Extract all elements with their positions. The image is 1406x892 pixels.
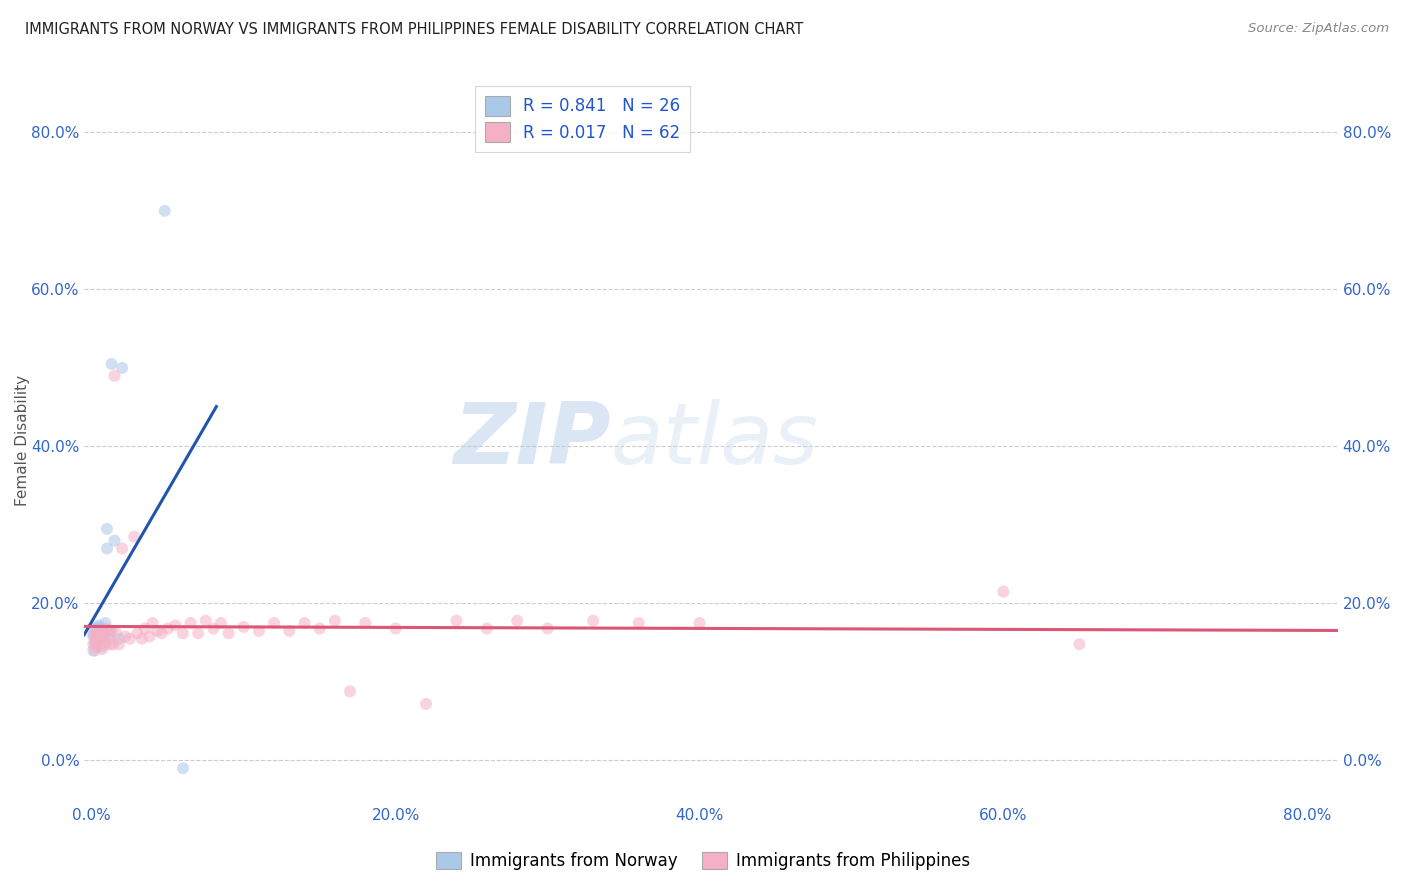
Point: [506, 614, 529, 628]
Y-axis label: Female Disability: Female Disability: [15, 375, 30, 506]
Point: [153, 203, 176, 218]
Point: [582, 614, 605, 628]
Point: [993, 584, 1015, 599]
Point: [90, 640, 112, 654]
Point: [446, 614, 468, 628]
Point: [689, 615, 711, 630]
Point: [103, 533, 125, 548]
Point: [187, 626, 209, 640]
Point: [86, 640, 108, 654]
Point: [415, 697, 437, 711]
Point: [97, 624, 120, 638]
Point: [98, 626, 121, 640]
Point: [101, 637, 124, 651]
Point: [218, 626, 240, 640]
Point: [96, 541, 118, 556]
Point: [82, 637, 104, 651]
Point: [114, 629, 136, 643]
Point: [142, 615, 165, 630]
Point: [108, 637, 131, 651]
Point: [90, 626, 112, 640]
Point: [89, 618, 111, 632]
Point: [86, 634, 108, 648]
Text: atlas: atlas: [610, 399, 818, 482]
Point: [86, 637, 108, 651]
Point: [100, 624, 122, 638]
Point: [91, 629, 114, 643]
Point: [138, 629, 160, 643]
Point: [263, 615, 285, 630]
Point: [87, 620, 110, 634]
Point: [83, 635, 105, 649]
Text: IMMIGRANTS FROM NORWAY VS IMMIGRANTS FROM PHILIPPINES FEMALE DISABILITY CORRELAT: IMMIGRANTS FROM NORWAY VS IMMIGRANTS FRO…: [25, 22, 804, 37]
Point: [150, 626, 173, 640]
Point: [323, 614, 346, 628]
Point: [232, 620, 254, 634]
Point: [308, 622, 330, 636]
Point: [134, 622, 156, 636]
Point: [96, 522, 118, 536]
Point: [111, 360, 134, 375]
Point: [118, 632, 141, 646]
Point: [131, 632, 153, 646]
Point: [165, 618, 187, 632]
Point: [83, 643, 105, 657]
Point: [89, 629, 111, 643]
Point: [105, 626, 128, 640]
Point: [475, 622, 498, 636]
Point: [536, 622, 558, 636]
Point: [89, 637, 111, 651]
Legend: R = 0.841   N = 26, R = 0.017   N = 62: R = 0.841 N = 26, R = 0.017 N = 62: [475, 86, 690, 153]
Point: [98, 637, 121, 651]
Point: [146, 624, 169, 638]
Point: [354, 615, 377, 630]
Point: [103, 368, 125, 383]
Point: [172, 626, 194, 640]
Point: [209, 615, 232, 630]
Point: [94, 615, 117, 630]
Point: [86, 632, 108, 646]
Point: [202, 622, 225, 636]
Point: [91, 642, 114, 657]
Point: [82, 629, 104, 643]
Point: [91, 629, 114, 643]
Text: Source: ZipAtlas.com: Source: ZipAtlas.com: [1249, 22, 1389, 36]
Point: [93, 632, 115, 646]
Point: [96, 622, 118, 636]
Point: [278, 624, 301, 638]
Point: [100, 357, 122, 371]
Point: [384, 622, 406, 636]
Legend: Immigrants from Norway, Immigrants from Philippines: Immigrants from Norway, Immigrants from …: [430, 845, 976, 877]
Point: [294, 615, 316, 630]
Point: [83, 626, 105, 640]
Point: [1069, 637, 1091, 651]
Point: [94, 637, 117, 651]
Point: [91, 622, 114, 636]
Point: [90, 632, 112, 646]
Point: [127, 626, 149, 640]
Point: [194, 614, 217, 628]
Point: [89, 624, 111, 638]
Point: [87, 628, 110, 642]
Point: [172, 761, 194, 775]
Point: [124, 530, 146, 544]
Point: [111, 541, 134, 556]
Point: [82, 628, 104, 642]
Point: [87, 626, 110, 640]
Point: [627, 615, 650, 630]
Point: [83, 622, 105, 636]
Point: [108, 632, 131, 646]
Point: [339, 684, 361, 698]
Text: ZIP: ZIP: [453, 399, 610, 482]
Point: [82, 643, 104, 657]
Point: [180, 615, 202, 630]
Point: [156, 622, 179, 636]
Point: [93, 626, 115, 640]
Point: [247, 624, 270, 638]
Point: [97, 632, 120, 646]
